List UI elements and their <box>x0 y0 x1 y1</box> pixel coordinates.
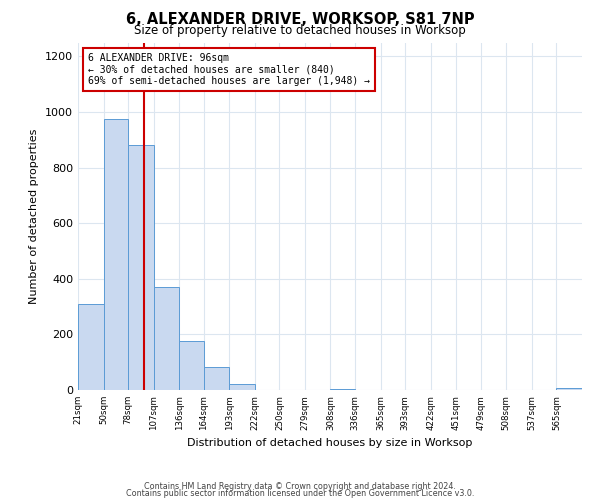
Text: Size of property relative to detached houses in Worksop: Size of property relative to detached ho… <box>134 24 466 37</box>
Text: Contains HM Land Registry data © Crown copyright and database right 2024.: Contains HM Land Registry data © Crown c… <box>144 482 456 491</box>
Bar <box>229 384 255 390</box>
Bar <box>331 388 355 390</box>
Text: 6 ALEXANDER DRIVE: 96sqm
← 30% of detached houses are smaller (840)
69% of semi-: 6 ALEXANDER DRIVE: 96sqm ← 30% of detach… <box>88 53 370 86</box>
Y-axis label: Number of detached properties: Number of detached properties <box>29 128 40 304</box>
Text: 6, ALEXANDER DRIVE, WORKSOP, S81 7NP: 6, ALEXANDER DRIVE, WORKSOP, S81 7NP <box>125 12 475 28</box>
Bar <box>104 119 128 390</box>
Bar <box>128 146 154 390</box>
Bar <box>179 342 204 390</box>
Bar <box>154 287 179 390</box>
Bar <box>204 367 229 390</box>
Text: Contains public sector information licensed under the Open Government Licence v3: Contains public sector information licen… <box>126 488 474 498</box>
X-axis label: Distribution of detached houses by size in Worksop: Distribution of detached houses by size … <box>187 438 473 448</box>
Bar <box>78 304 104 390</box>
Bar <box>556 388 582 390</box>
